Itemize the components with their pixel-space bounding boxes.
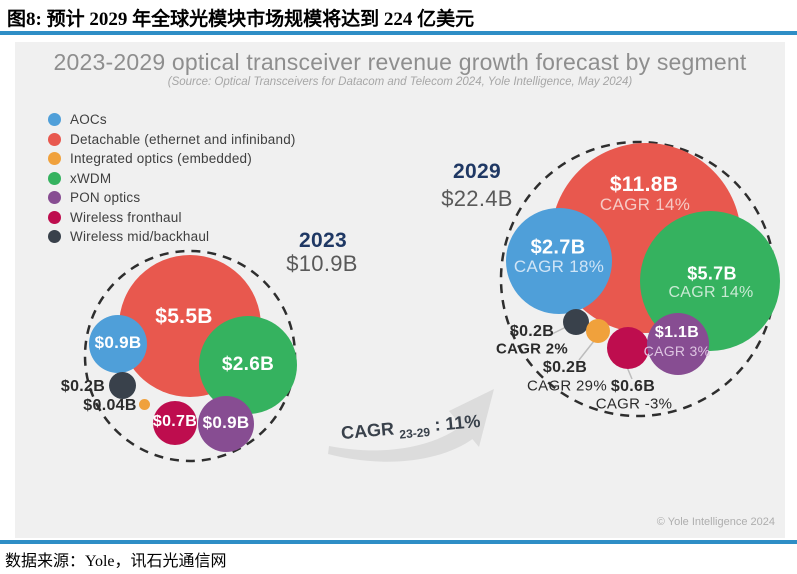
total-label-2023: $10.9B (286, 251, 358, 276)
year-label-2029: 2029 (453, 160, 501, 183)
copyright: © Yole Intelligence 2024 (656, 516, 775, 528)
legend-dot-icon (48, 113, 61, 127)
bottom-divider (0, 540, 797, 544)
chart-title: 2023-2029 optical transceiver revenue gr… (53, 49, 747, 75)
overall-cagr-prefix: CAGR (340, 418, 400, 444)
bubble-value-wireless-mid-backhaul-2023: $0.2B (60, 378, 106, 395)
top-divider (0, 31, 797, 35)
legend-item-label: PON optics (70, 190, 141, 206)
bubble-value-integrated-optics-2029: $0.2B (542, 359, 588, 376)
legend-item-label: Integrated optics (embedded) (70, 151, 252, 167)
overall-cagr-value: : 11% (428, 410, 482, 436)
bubble-value-wireless-fronthaul-2029: $0.6B (610, 378, 656, 395)
legend-item: Wireless mid/backhaul (48, 227, 296, 247)
bubble-cagr-aocs-2029: CAGR 18% (513, 257, 605, 276)
legend-item-label: Wireless mid/backhaul (70, 229, 210, 245)
source-note: 数据来源：Yole，讯石光通信网 (5, 553, 227, 570)
bubble-cagr-integrated-optics-2029: CAGR 29% (527, 377, 607, 395)
bubble-cagr-pon-optics-2029: CAGR 3% (643, 343, 711, 359)
legend: AOCs Detachable (ethernet and infiniband)… (48, 110, 296, 247)
legend-item: PON optics (48, 188, 296, 208)
bubble-value-aocs-2023: $0.9B (94, 333, 142, 352)
bubble-wireless-mid-backhaul-2023 (108, 371, 136, 399)
legend-item: Detachable (ethernet and infiniband) (48, 130, 296, 150)
year-label-2023: 2023 (299, 229, 347, 252)
legend-item-label: Detachable (ethernet and infiniband) (70, 131, 296, 147)
bubble-cagr-wireless-fronthaul-2029: CAGR -3% (595, 395, 673, 413)
bubble-integrated-optics-2029 (586, 319, 610, 343)
bubble-value-xwdm-2023: $2.6B (221, 354, 275, 375)
legend-dot-icon (48, 132, 61, 146)
bubble-value-wireless-mid-backhaul-2029: $0.2B (509, 323, 555, 340)
bubble-cagr-wireless-mid-backhaul-2029: CAGR 2% (495, 340, 569, 358)
bubble-cagr-xwdm-2029: CAGR 14% (668, 284, 754, 301)
legend-item-label: xWDM (70, 170, 112, 186)
chart-subtitle: (Source: Optical Transceivers for Dataco… (167, 76, 633, 88)
figure-title: 图8: 预计 2029 年全球光模块市场规模将达到 224 亿美元 (7, 9, 475, 30)
bubble-value-pon-optics-2029: $1.1B (654, 324, 700, 341)
legend-dot-icon (48, 230, 61, 244)
legend-item: Wireless fronthaul (48, 208, 296, 228)
legend-item: xWDM (48, 169, 296, 189)
legend-item: AOCs (48, 110, 296, 130)
legend-dot-icon (48, 171, 61, 185)
bubble-value-detachable-2029: $11.8B (609, 173, 679, 196)
legend-item-label: AOCs (70, 112, 107, 128)
legend-dot-icon (48, 210, 61, 224)
bubble-value-detachable-2023: $5.5B (155, 305, 213, 328)
bubble-value-integrated-optics-2023: $0.04B (83, 397, 137, 414)
legend-item: Integrated optics (embedded) (48, 149, 296, 169)
bubble-value-pon-optics-2023: $0.9B (202, 413, 250, 432)
bubble-value-xwdm-2029: $5.7B (687, 263, 737, 284)
legend-dot-icon (48, 191, 61, 205)
bubble-integrated-optics-2023 (138, 398, 150, 410)
legend-item-label: Wireless fronthaul (70, 209, 182, 225)
bubble-value-wireless-fronthaul-2023: $0.7B (152, 413, 198, 430)
overall-cagr-subscript: 23-29 (398, 424, 431, 442)
legend-dot-icon (48, 152, 61, 166)
total-label-2029: $22.4B (441, 186, 513, 211)
bubble-cagr-detachable-2029: CAGR 14% (599, 195, 691, 214)
